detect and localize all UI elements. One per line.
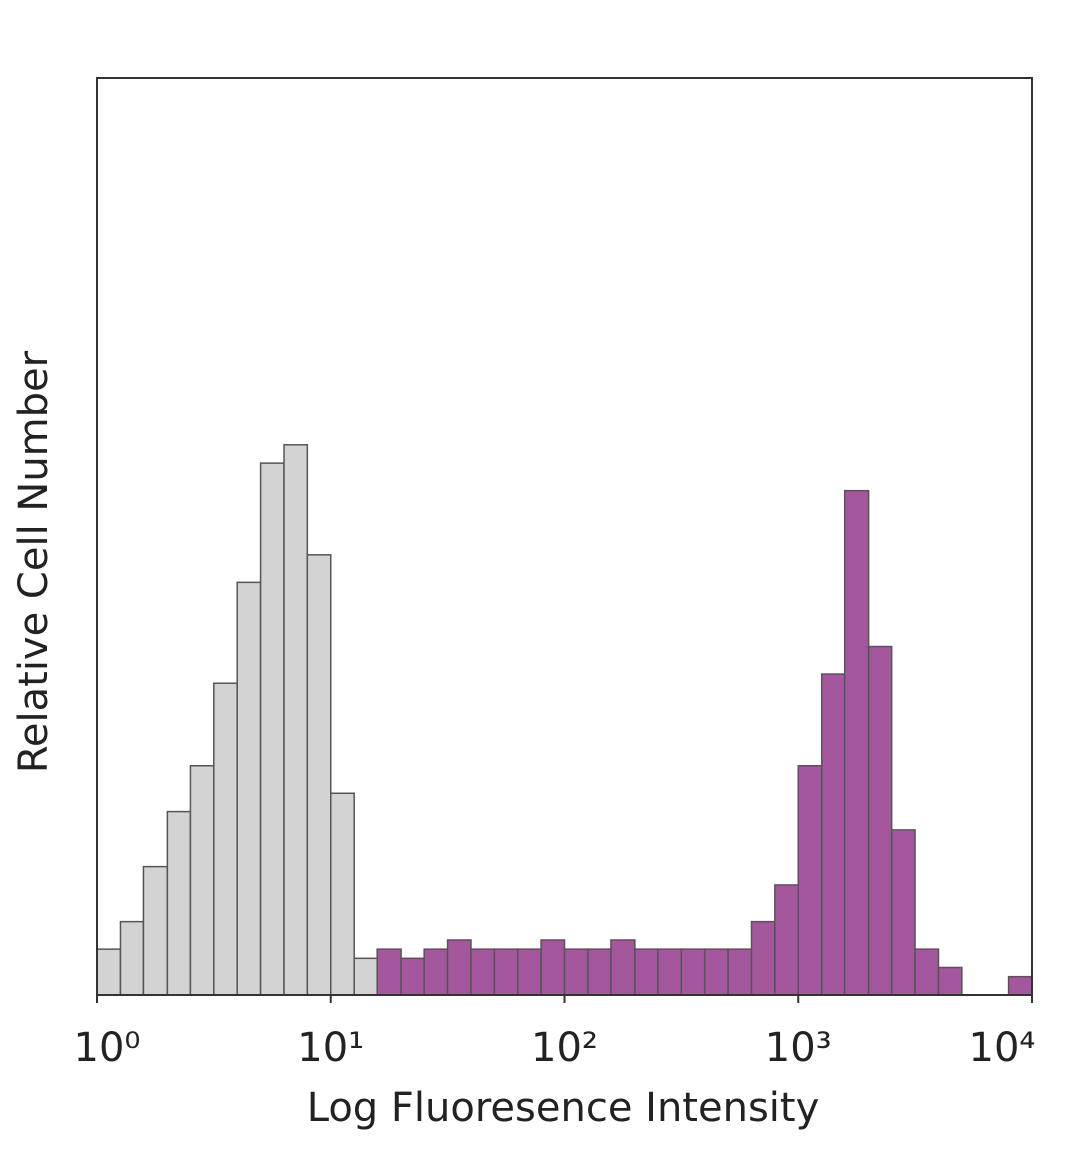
x-axis-label: Log Fluoresence Intensity: [307, 1085, 820, 1131]
histogram-bar: [166, 810, 192, 996]
x-tick-label: 10⁴: [969, 1025, 1036, 1071]
histogram-bar: [937, 966, 963, 996]
histogram-bar: [890, 829, 916, 996]
histogram-bar: [376, 948, 402, 996]
histogram-bar: [142, 865, 169, 996]
histogram-bar: [797, 765, 823, 996]
histogram-bar: [400, 957, 425, 996]
histogram-bar: [563, 948, 589, 996]
histogram-bar: [634, 948, 659, 996]
histogram-bar: [727, 948, 753, 996]
histogram-bar: [680, 948, 706, 996]
histogram-bar: [423, 948, 449, 996]
histogram-bar: [330, 792, 355, 996]
histogram-bar: [610, 939, 636, 996]
histogram-bar: [306, 554, 332, 996]
histogram-bar: [96, 948, 122, 996]
histogram-bar: [820, 673, 846, 996]
histogram-bar: [703, 948, 729, 996]
histogram-bar: [470, 948, 496, 996]
histogram-bar: [236, 581, 262, 996]
histogram-bar: [119, 920, 145, 996]
y-axis-label: Relative Cell Number: [11, 350, 57, 773]
histogram-bar: [189, 765, 215, 996]
histogram-bar: [587, 948, 612, 996]
histogram-bar: [774, 884, 800, 996]
histogram-bar: [750, 920, 776, 996]
histogram-bar: [283, 444, 309, 996]
x-tick-label: 10¹: [297, 1025, 364, 1071]
x-tick-label: 10³: [765, 1025, 832, 1071]
histogram-bar: [259, 462, 285, 996]
x-tick-label: 10⁰: [74, 1025, 141, 1071]
histogram-bar: [517, 948, 542, 996]
histogram-bar: [213, 682, 238, 996]
histogram-bar: [446, 939, 472, 996]
histogram-bar: [657, 948, 683, 996]
histogram-bar: [353, 957, 378, 996]
histogram-bar: [843, 489, 870, 996]
x-tick-label: 10²: [531, 1025, 598, 1071]
histogram-bar: [493, 948, 519, 996]
histogram-bar: [540, 939, 566, 996]
histogram-bar: [914, 948, 940, 996]
histogram-bar: [867, 645, 893, 996]
histogram-bar: [1007, 975, 1033, 996]
